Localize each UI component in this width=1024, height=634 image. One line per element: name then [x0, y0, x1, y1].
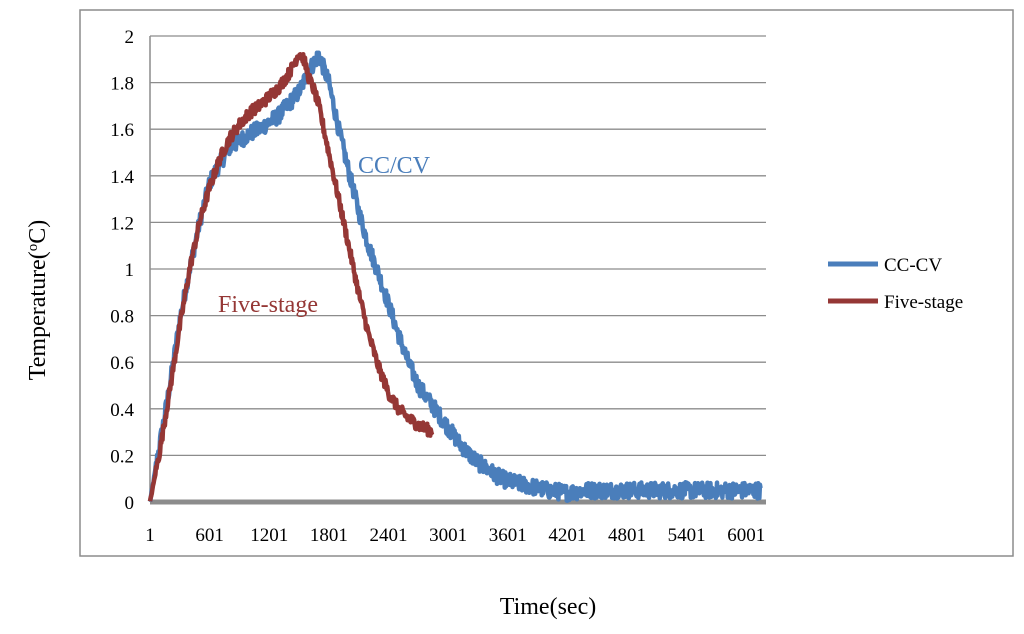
y-axis-title: Temperature(oC): [25, 220, 51, 380]
legend-label-five-stage: Five-stage: [884, 292, 963, 313]
y-tick-label: 1.2: [110, 213, 134, 234]
y-tick-label: 2: [125, 27, 135, 48]
x-tick-label: 1201: [250, 525, 288, 546]
x-tick-label: 601: [195, 525, 224, 546]
y-tick-label: 0.4: [110, 400, 134, 421]
x-tick-label: 2401: [369, 525, 407, 546]
x-tick-label: 4201: [548, 525, 586, 546]
x-tick-label: 4801: [608, 525, 646, 546]
y-tick-label: 1.4: [110, 167, 134, 188]
legend-label-cc-cv: CC-CV: [884, 255, 942, 276]
series-layer: [147, 50, 763, 504]
gridlines: [150, 35, 766, 457]
x-tick-label: 5401: [668, 525, 706, 546]
x-tick-label: 1: [145, 525, 155, 546]
x-tick-label: 3001: [429, 525, 467, 546]
x-tick-label: 1801: [310, 525, 348, 546]
x-tick-label: 6001: [727, 525, 765, 546]
x-axis-title: Time(sec): [500, 594, 596, 620]
annotation-five-stage: Five-stage: [218, 292, 318, 318]
y-tick-label: 0.6: [110, 353, 134, 374]
axes: [149, 36, 766, 505]
y-tick-labels: 0 0.2 0.4 0.6 0.8 1 1.2 1.4 1.6 1.8 2: [110, 27, 134, 514]
legend: CC-CV Five-stage: [828, 255, 963, 313]
y-axis-title-superscript: o: [25, 244, 41, 252]
y-tick-label: 0: [125, 493, 135, 514]
annotation-cc-cv: CC/CV: [358, 153, 431, 179]
x-tick-labels: 1 601 1201 1801 2401 3001 3601 4201 4801 5401 6001: [145, 525, 765, 546]
y-tick-label: 1: [125, 260, 135, 281]
x-tick-label: 3601: [489, 525, 527, 546]
series-line-cc-cv: [147, 50, 763, 504]
y-tick-label: 0.8: [110, 307, 134, 328]
y-tick-label: 1.6: [110, 120, 134, 141]
chart-frame: [79, 9, 1014, 557]
series-line-five-stage: [147, 52, 435, 502]
y-tick-label: 1.8: [110, 74, 134, 95]
y-tick-label: 0.2: [110, 446, 134, 467]
